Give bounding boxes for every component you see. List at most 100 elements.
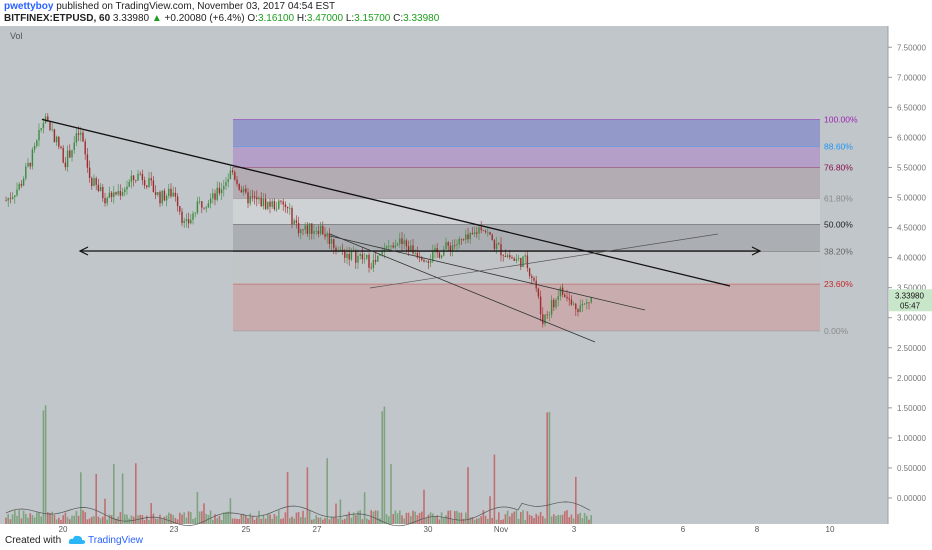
candle-body [124, 189, 126, 193]
candle-body [16, 189, 18, 196]
volume-bar [53, 514, 56, 524]
candle-body [198, 201, 201, 202]
publish-info: published on TradingView.com, November 0… [56, 1, 336, 12]
volume-bar [520, 512, 522, 524]
chart-svg[interactable]: Vol 100.00%88.60%76.80%61.80%50.00%38.20… [0, 26, 932, 534]
volume-bar [451, 519, 454, 524]
volume-bar [493, 454, 496, 524]
price-tick-label: 0.50000 [897, 464, 926, 473]
volume-bar [196, 491, 199, 524]
volume-bar [154, 518, 157, 524]
candle-body [40, 128, 42, 131]
volume-bar [251, 516, 254, 524]
countdown-text: 05:47 [900, 301, 921, 310]
price-tick-label: 1.50000 [897, 404, 926, 413]
candle-body [443, 249, 445, 256]
volume-bar [542, 516, 544, 524]
candle-body [588, 302, 590, 303]
volume-bar [355, 515, 357, 524]
volume-bar [5, 517, 7, 524]
volume-bar [480, 516, 482, 524]
fib-retracement[interactable]: 100.00% 88.60% 76.80% 61.80% 50.00% 38.20% 23.… [233, 114, 858, 336]
candle-body [566, 296, 568, 299]
candle-body [456, 244, 458, 246]
candle-body [467, 234, 469, 240]
volume-bar [14, 510, 16, 524]
trend-lines[interactable] [41, 118, 762, 343]
candle-body [394, 245, 397, 248]
candle-body [75, 133, 78, 143]
volume-bar [7, 514, 9, 524]
candle-body [150, 178, 152, 181]
volume-bar [348, 511, 350, 524]
time-tick-label: 6 [681, 525, 686, 534]
candle-body [317, 230, 320, 234]
volume-bar [20, 518, 23, 524]
volume-bar [179, 512, 181, 524]
candle-body [489, 232, 491, 235]
volume-bar [388, 516, 390, 524]
candle-body [531, 276, 533, 278]
candle-body [60, 146, 62, 148]
volume-bar [170, 513, 172, 524]
volume-bar [445, 515, 447, 524]
volume-bar [121, 473, 124, 524]
volume-bar [410, 516, 412, 524]
candle-body [410, 245, 412, 252]
candle-body [396, 243, 399, 246]
candle-body [196, 201, 199, 213]
candle-body [401, 238, 403, 244]
candle-body [372, 260, 375, 269]
volume-bar [586, 515, 588, 524]
fib-level-label: 23.60% [824, 279, 853, 289]
fib-level-label: 76.80% [824, 162, 853, 172]
candle-body [539, 296, 542, 315]
chart-area[interactable]: Vol 100.00% 88.60% 76.80% 61.80% 50.00% 38.20… [0, 26, 932, 534]
candle-body [93, 178, 95, 187]
volume-bar [432, 513, 434, 524]
candle-body [229, 170, 232, 180]
volume-bar [577, 514, 579, 524]
volume-bar [537, 515, 540, 524]
time-tick-label: 3 [572, 525, 577, 534]
volume-bar [278, 510, 280, 524]
price-axis: 7.50000 7.00000 6.50000 6.00000 5.50000 5.000… [888, 43, 926, 503]
candle-body [311, 223, 313, 234]
volume-bar [328, 519, 331, 524]
candle-body [247, 192, 249, 204]
candle-body [509, 255, 511, 258]
candle-body [14, 195, 16, 197]
volume-bar [69, 519, 71, 524]
rising-support-line [369, 233, 719, 289]
volume-bar [40, 516, 42, 524]
volume-bar [449, 510, 452, 524]
candle-body [297, 222, 300, 234]
candle-body [370, 267, 372, 269]
candle-body [390, 245, 392, 247]
volume-bar [385, 514, 388, 524]
author-link[interactable]: pwettyboy [4, 1, 54, 12]
volume-bar [564, 511, 566, 524]
volume-bar [377, 510, 379, 524]
tradingview-brand[interactable]: TradingView [88, 535, 144, 546]
candle-body [225, 182, 227, 186]
symbol-label[interactable]: BITFINEX:ETPUSD, 60 [4, 13, 111, 24]
volume-bar [22, 510, 25, 524]
volume-bar [546, 412, 548, 524]
volume-bar [394, 510, 397, 524]
volume-bar [99, 518, 102, 524]
volume-bar [504, 514, 507, 524]
candle-body [278, 200, 280, 209]
candle-body [289, 208, 291, 209]
volume-bar [421, 511, 423, 524]
candle-body [110, 192, 113, 197]
high-value: 3.47000 [306, 13, 344, 24]
candle-body [119, 191, 122, 196]
volume-bar [42, 410, 45, 524]
candle-body [187, 219, 190, 224]
volume-bar [163, 516, 166, 524]
volume-bar [434, 516, 436, 524]
volume-bar [148, 519, 150, 524]
volume-bar [249, 513, 251, 524]
price-tick-label: 3.00000 [897, 314, 926, 323]
